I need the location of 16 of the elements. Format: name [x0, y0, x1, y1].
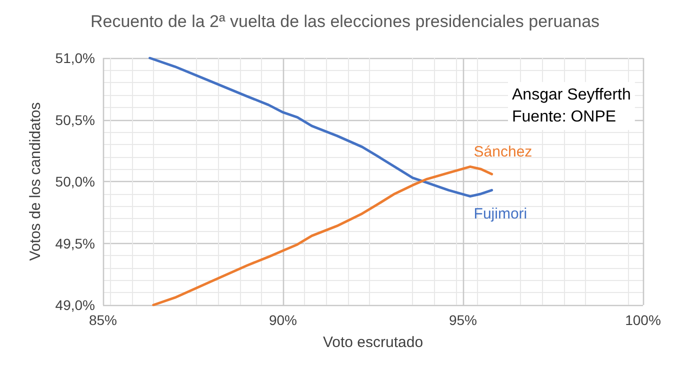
x-tick-label: 95% — [448, 312, 478, 328]
y-tick-label: 49,0% — [55, 297, 95, 313]
chart-title: Recuento de la 2ª vuelta de las elecciones presidenciales peruanas — [90, 12, 600, 31]
y-tick-label: 50,0% — [55, 174, 95, 190]
x-tick-label: 85% — [88, 312, 118, 328]
x-tick-label: 100% — [625, 312, 661, 328]
annotation: Ansgar Seyfferth — [512, 86, 631, 104]
series-label: Fujimori — [474, 206, 528, 223]
series-label: Sánchez — [474, 144, 532, 161]
y-tick-label: 50,5% — [55, 112, 95, 128]
x-tick-label: 90% — [268, 312, 298, 328]
annotation: Fuente: ONPE — [512, 108, 616, 126]
y-tick-label: 51,0% — [55, 50, 95, 66]
y-axis-title: Votos de los candidatos — [27, 102, 44, 261]
x-axis-title: Voto escrutado — [322, 334, 424, 351]
y-tick-label: 49,5% — [55, 235, 95, 252]
